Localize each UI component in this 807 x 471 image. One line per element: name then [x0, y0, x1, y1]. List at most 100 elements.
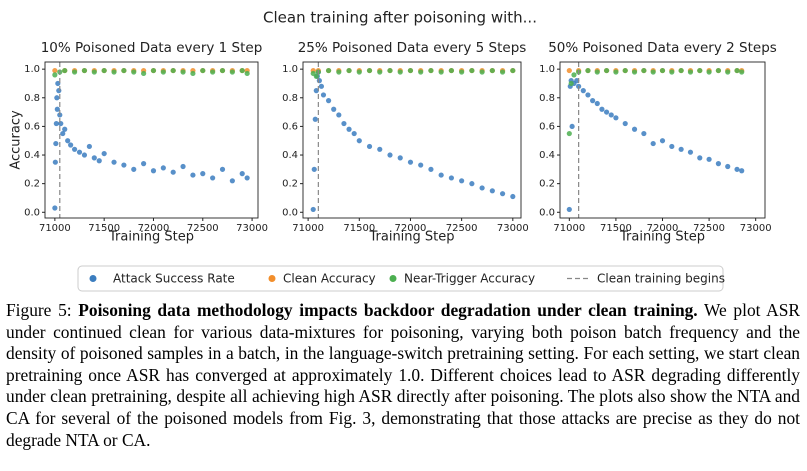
caption-label: Figure 5:: [6, 300, 72, 320]
scatter-point: [336, 69, 342, 75]
scatter-point: [62, 67, 68, 74]
scatter-point: [331, 106, 337, 112]
scatter-point: [341, 120, 347, 127]
scatter-point: [131, 166, 137, 172]
scatter-point: [86, 143, 92, 150]
scatter-point: [568, 80, 574, 87]
y-tick-label: 0.2: [24, 179, 40, 190]
scatter-point: [438, 172, 444, 178]
scatter-point: [56, 88, 62, 94]
scatter-point: [316, 78, 322, 84]
scatter-point: [101, 67, 107, 74]
scatter-point: [387, 152, 393, 158]
scatter-point: [448, 175, 455, 181]
x-tick-label: 72000: [647, 223, 679, 234]
scatter-point: [613, 115, 619, 121]
x-tick-label: 72500: [693, 223, 725, 234]
scatter-point: [479, 69, 485, 75]
legend-marker: [89, 275, 97, 282]
scatter-point: [170, 169, 176, 175]
caption-title: Poisoning data methodology impacts backd…: [78, 300, 698, 320]
scatter-point: [687, 69, 694, 75]
scatter-point: [622, 67, 628, 74]
scatter-point: [459, 178, 465, 184]
scatter-point: [669, 69, 675, 75]
scatter-point: [739, 69, 745, 75]
scatter-point: [603, 67, 610, 74]
scatter-point: [613, 69, 619, 75]
scatter-point: [631, 126, 638, 132]
y-tick-label: 0.8: [282, 93, 298, 104]
x-tick-label: 72000: [395, 223, 427, 234]
scatter-point: [320, 92, 327, 98]
scatter-point: [428, 67, 434, 74]
scatter-point: [150, 67, 157, 74]
scatter-point: [377, 146, 383, 152]
scatter-point: [351, 130, 357, 137]
scatter-point: [499, 69, 506, 75]
scatter-point: [725, 163, 731, 170]
scatter-point: [566, 206, 572, 213]
y-tick-label: 0.8: [24, 93, 40, 104]
scatter-point: [697, 67, 703, 74]
y-tick-label: 0.2: [282, 179, 298, 190]
scatter-point: [706, 69, 712, 75]
scatter-point: [590, 98, 596, 104]
scatter-point: [622, 120, 628, 127]
y-axis-label: Accuracy: [9, 110, 24, 170]
scatter-point: [599, 106, 605, 112]
scatter-point: [571, 72, 577, 78]
scatter-point: [244, 175, 250, 181]
scatter-point: [397, 155, 403, 161]
scatter-point: [603, 109, 610, 115]
legend-marker: [389, 275, 397, 282]
scatter-point: [210, 175, 216, 181]
scatter-point: [407, 67, 414, 74]
scatter-point: [141, 70, 147, 77]
scatter-point: [76, 149, 83, 155]
scatter-point: [53, 140, 59, 147]
scatter-point: [53, 120, 59, 127]
x-tick-label: 71500: [600, 223, 632, 234]
scatter-point: [608, 112, 614, 118]
x-tick-label: 72000: [138, 223, 170, 234]
x-tick-label: 72500: [446, 223, 478, 234]
x-tick-label: 71500: [88, 223, 120, 234]
scatter-point: [356, 138, 362, 144]
x-axis-label: Training Step: [368, 230, 454, 245]
scatter-point: [62, 126, 68, 132]
y-tick-label: 0.8: [539, 93, 555, 104]
scatter-point: [52, 72, 58, 78]
scatter-point: [54, 106, 60, 112]
scatter-point: [141, 161, 147, 167]
scatter-point: [669, 143, 675, 150]
scatter-point: [469, 67, 475, 74]
scatter-point: [566, 67, 572, 74]
scatter-point: [659, 67, 666, 74]
y-tick-label: 0.4: [24, 150, 40, 161]
scatter-point: [725, 69, 731, 75]
legend-marker: [268, 275, 276, 282]
scatter-point: [81, 67, 88, 74]
x-tick-label: 73000: [740, 223, 772, 234]
scatter-point: [678, 146, 684, 152]
scatter-point: [459, 69, 465, 75]
axes-frame: [44, 61, 259, 219]
scatter-point: [428, 166, 434, 172]
scatter-point: [65, 138, 71, 144]
scatter-point: [366, 67, 373, 74]
y-tick-label: 1.0: [539, 64, 555, 75]
scatter-point: [641, 130, 647, 137]
scatter-point: [580, 88, 586, 94]
scatter-point: [313, 88, 319, 94]
scatter-point: [101, 150, 107, 157]
scatter-point: [52, 159, 58, 165]
scatter-point: [687, 149, 694, 155]
x-tick-label: 73000: [236, 223, 268, 234]
subplot-title: 25% Poisoned Data every 5 Steps: [298, 40, 527, 56]
scatter-point: [510, 67, 516, 74]
y-tick-label: 0.6: [539, 121, 555, 132]
scatter-point: [111, 159, 117, 165]
x-tick-label: 71500: [343, 223, 375, 234]
